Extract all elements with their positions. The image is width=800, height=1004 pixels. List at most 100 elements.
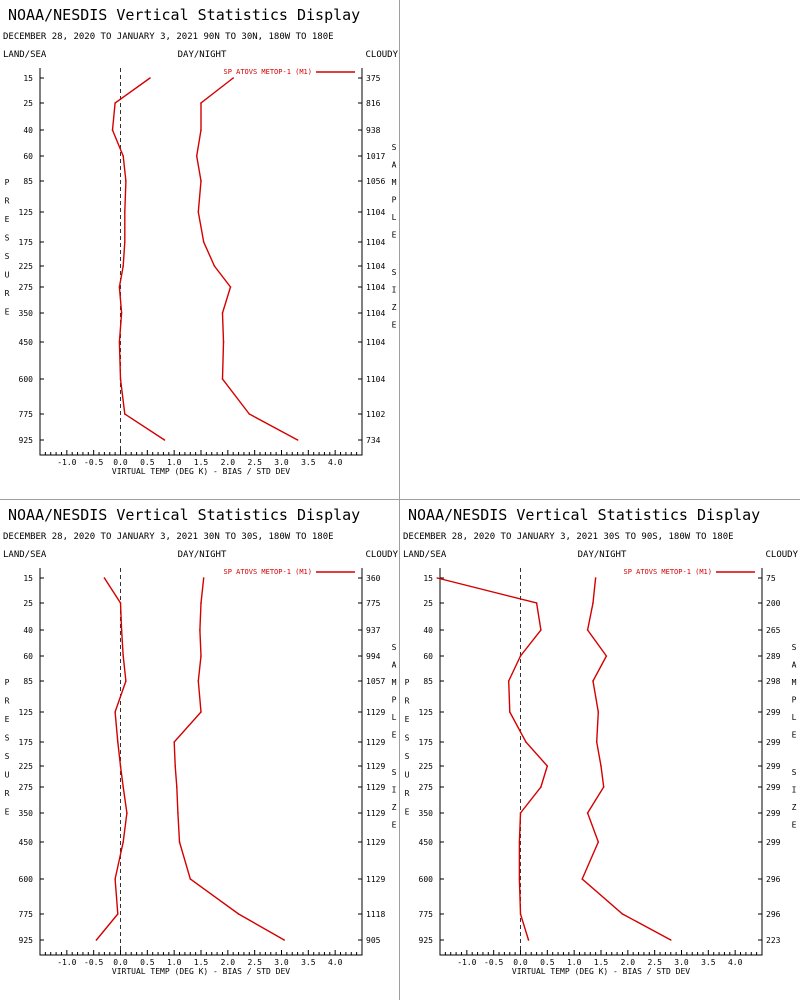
sample-size-label: 296 <box>766 910 781 919</box>
std-dev-series-line <box>195 77 298 441</box>
sample-size-label: 75 <box>766 574 776 583</box>
pressure-vertical-letter: S <box>5 734 10 743</box>
pressure-level-label: 25 <box>23 99 33 108</box>
std_dev-point <box>202 241 205 243</box>
x-axis-label: VIRTUAL TEMP (DEG K) - BIAS / STD DEV <box>512 967 690 976</box>
std_dev-point <box>174 765 177 767</box>
sample-size-label: 1056 <box>366 177 385 186</box>
std_dev-point <box>189 878 192 880</box>
pressure-level-label: 350 <box>19 309 34 318</box>
sample-vertical-letter: A <box>392 661 397 670</box>
land-sea-label: LAND/SEA <box>3 50 47 60</box>
bias-point <box>149 77 151 79</box>
sample-vertical-letter: S <box>792 643 797 652</box>
x-tick-label: -1.0 <box>457 958 476 967</box>
pressure-vertical-letter: E <box>405 715 410 724</box>
x-tick-label: -0.5 <box>84 458 103 467</box>
cloudy-label: CLOUDY <box>765 550 798 560</box>
bias-point <box>114 102 116 104</box>
pressure-level-label: 175 <box>419 738 434 747</box>
std_dev-point <box>595 741 598 743</box>
std_dev-point <box>202 577 205 579</box>
chart-svg: NOAA/NESDIS Vertical Statistics Display D… <box>3 6 399 476</box>
x-tick-label: 0.5 <box>540 958 555 967</box>
pressure-level-label: 40 <box>23 126 33 135</box>
bias-point <box>122 155 124 157</box>
sample-vertical-letter: M <box>392 178 397 187</box>
size-vertical-letter: S <box>392 268 397 277</box>
pressure-vertical-letter: S <box>5 752 10 761</box>
cloudy-label: CLOUDY <box>365 550 398 560</box>
bias-point <box>535 602 538 604</box>
pressure-vertical-letter: E <box>5 215 10 224</box>
std_dev-point <box>237 913 240 915</box>
sample-size-label: 1104 <box>366 375 385 384</box>
cloudy-label: CLOUDY <box>365 50 398 60</box>
pressure-vertical-letter: E <box>5 308 10 317</box>
sample-size-label: 299 <box>766 762 781 771</box>
pressure-vertical-letter: R <box>405 697 410 706</box>
std_dev-point <box>195 155 198 157</box>
sample-size-label: 200 <box>766 599 781 608</box>
pressure-vertical-letter: S <box>5 252 10 261</box>
pressure-level-label: 175 <box>19 738 34 747</box>
x-tick-label: 0.0 <box>113 958 128 967</box>
size-vertical-letter: E <box>792 821 797 830</box>
bias-series-line <box>437 577 549 941</box>
sample-vertical-letter: E <box>392 231 397 240</box>
pressure-level-label: 925 <box>19 436 34 445</box>
x-tick-label: 1.0 <box>567 958 582 967</box>
x-tick-label: 3.0 <box>674 958 689 967</box>
bias-point <box>436 577 439 579</box>
bias-point <box>125 680 127 682</box>
std_dev-point <box>229 286 232 288</box>
chart-panel-1: NOAA/NESDIS Vertical Statistics Display D… <box>0 0 400 500</box>
size-vertical-letter: I <box>392 786 397 795</box>
bias-point <box>118 341 121 343</box>
pressure-level-label: 925 <box>19 936 34 945</box>
pressure-level-label: 275 <box>19 783 34 792</box>
horizontal-divider <box>0 499 800 500</box>
sample-size-label: 1104 <box>366 309 385 318</box>
bias-point <box>122 841 124 843</box>
bias-point <box>519 655 522 657</box>
sample-vertical-letter: P <box>392 696 397 705</box>
sample-size-label: 299 <box>766 708 781 717</box>
sample-size-label: 734 <box>366 436 381 445</box>
std_dev-point <box>221 378 224 380</box>
x-tick-label: 0.5 <box>140 958 155 967</box>
sample-size-label: 299 <box>766 738 781 747</box>
sample-size-label: 296 <box>766 875 781 884</box>
pressure-vertical-letter: P <box>5 178 10 187</box>
size-vertical-letter: E <box>392 821 397 830</box>
sample-vertical-letter: L <box>792 713 797 722</box>
pressure-vertical-letter: S <box>5 234 10 243</box>
bias-point <box>118 286 121 288</box>
sample-vertical-letter: M <box>792 678 797 687</box>
sample-vertical-letter: A <box>792 661 797 670</box>
sample-size-label: 1104 <box>366 262 385 271</box>
sample-size-label: 1017 <box>366 152 385 161</box>
pressure-level-label: 450 <box>19 338 34 347</box>
x-tick-label: 3.5 <box>301 958 316 967</box>
sample-size-label: 1129 <box>366 875 385 884</box>
sample-size-label: 1118 <box>366 910 385 919</box>
x-tick-label: 2.0 <box>221 458 236 467</box>
bias-series-line <box>95 577 128 941</box>
x-tick-label: 3.5 <box>701 958 716 967</box>
std_dev-point <box>586 812 589 814</box>
empty-panel <box>400 0 800 500</box>
size-vertical-letter: S <box>792 768 797 777</box>
sample-vertical-letter: L <box>392 713 397 722</box>
x-tick-label: 3.5 <box>301 458 316 467</box>
day-night-label: DAY/NIGHT <box>178 50 227 60</box>
x-tick-label: 1.5 <box>194 958 209 967</box>
x-tick-label: 0.0 <box>113 458 128 467</box>
pressure-level-label: 350 <box>19 809 34 818</box>
pressure-level-label: 925 <box>419 936 434 945</box>
bias-point <box>123 241 126 243</box>
pressure-level-label: 85 <box>23 177 33 186</box>
std_dev-point <box>248 413 251 415</box>
size-vertical-letter: E <box>392 321 397 330</box>
pressure-level-label: 125 <box>19 708 34 717</box>
